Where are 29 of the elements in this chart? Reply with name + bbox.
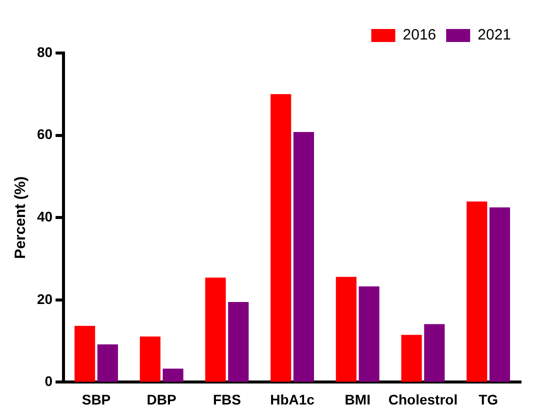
bar <box>162 368 184 382</box>
x-tick-label: Cholestrol <box>388 391 458 408</box>
y-tick-label: 0 <box>44 373 53 390</box>
x-tick-label: SBP <box>82 391 111 408</box>
bar <box>270 94 292 382</box>
bar <box>401 334 422 382</box>
bar <box>489 207 510 382</box>
x-tick-label: FBS <box>212 391 241 408</box>
y-tick-label: 20 <box>36 290 53 307</box>
bar <box>228 302 249 382</box>
bar <box>336 276 356 382</box>
y-tick-label: 80 <box>36 44 53 60</box>
x-tick-label: TG <box>478 391 498 408</box>
x-tick-label: DBP <box>146 391 176 408</box>
legend-label: 2021 <box>478 26 512 44</box>
bar <box>97 344 118 382</box>
y-tick-label: 40 <box>36 208 53 224</box>
legend-label: 2016 <box>402 26 436 44</box>
bar <box>74 326 96 382</box>
y-axis-title: Percent (%) <box>12 176 30 259</box>
bar <box>424 324 445 382</box>
bar <box>140 336 160 382</box>
bar <box>293 132 314 382</box>
bar <box>466 202 488 382</box>
x-tick-label: BMI <box>344 391 370 408</box>
x-tick-label: HbA1c <box>270 391 315 408</box>
bar <box>358 286 380 382</box>
bar <box>205 278 226 382</box>
y-tick-label: 60 <box>36 126 53 142</box>
